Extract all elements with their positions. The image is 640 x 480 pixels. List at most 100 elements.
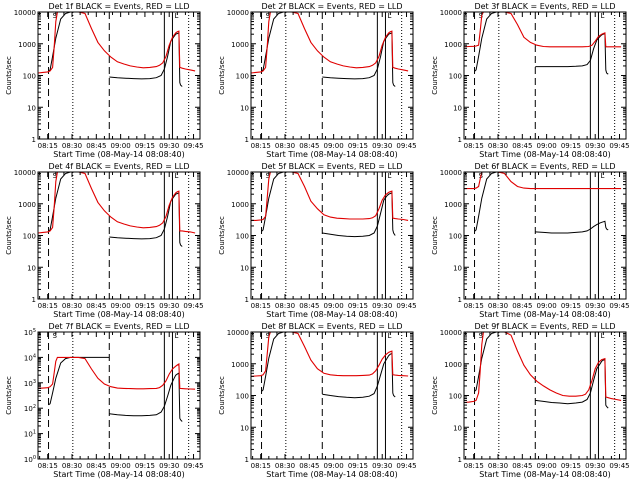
flag-s: S — [53, 172, 58, 180]
x-tick-label: 09:15 — [561, 302, 581, 310]
events-series-line-0 — [261, 172, 323, 232]
y-tick-label: 10000 — [14, 169, 36, 177]
y-tick-label: 10 — [27, 104, 36, 112]
events-series-line-1 — [535, 358, 609, 409]
flag-s: S — [53, 332, 58, 340]
y-tick-label: 10000 — [227, 329, 249, 337]
x-tick-label: 08:45 — [299, 142, 319, 150]
events-series-line-0 — [261, 12, 323, 72]
lld-series-line-2 — [464, 172, 622, 190]
flag-s: S — [266, 172, 271, 180]
x-tick-label: 09:00 — [111, 302, 131, 310]
y-axis-label: Counts/sec — [5, 216, 13, 255]
x-tick-label: 09:30 — [372, 302, 392, 310]
panel-title: Det 2f BLACK = Events, RED = LLD — [261, 2, 402, 11]
y-tick-label: 1 — [245, 136, 249, 144]
x-tick-label: 09:45 — [609, 142, 629, 150]
x-tick-label: 09:45 — [609, 462, 629, 470]
x-tick-label: 08:45 — [512, 462, 532, 470]
y-tick-label: 1 — [245, 296, 249, 304]
x-axis-label: Start Time (08-May-14 08:08:40) — [479, 150, 610, 159]
x-tick-label: 09:15 — [561, 462, 581, 470]
flag-s: S — [266, 12, 271, 20]
y-tick-label: 100 — [236, 393, 249, 401]
y-tick-label: 10000 — [14, 9, 36, 17]
flag-l: L — [174, 332, 178, 340]
y-axis-label: Counts/sec — [218, 56, 226, 95]
x-tick-label: 09:00 — [537, 302, 557, 310]
x-tick-label: 08:30 — [62, 462, 82, 470]
x-axis-label: Start Time (08-May-14 08:08:40) — [53, 470, 184, 479]
events-series-line-0 — [474, 12, 536, 72]
flag-l: L — [387, 12, 391, 20]
events-series-line-0 — [48, 356, 110, 406]
x-axis-label: Start Time (08-May-14 08:08:40) — [266, 470, 397, 479]
lld-series-line-2 — [251, 12, 409, 74]
x-tick-label: 08:15 — [251, 302, 271, 310]
x-tick-label: 08:30 — [62, 302, 82, 310]
y-tick-label: 100 — [449, 73, 462, 81]
y-tick-label: 1 — [32, 136, 36, 144]
x-tick-label: 08:15 — [251, 462, 271, 470]
y-tick-label: 101 — [24, 430, 36, 439]
flag-l: L — [174, 12, 178, 20]
y-tick-label: 100 — [449, 233, 462, 241]
events-series-line-1 — [322, 192, 396, 238]
lld-series-line-2 — [38, 356, 196, 390]
panel-title: Det 3f BLACK = Events, RED = LLD — [474, 2, 615, 11]
flag-l: L — [600, 12, 604, 20]
x-tick-label: 09:45 — [183, 142, 203, 150]
x-tick-label: 09:15 — [348, 142, 368, 150]
x-tick-label: 08:15 — [38, 462, 58, 470]
lld-series-line-2 — [464, 332, 622, 404]
y-tick-label: 1 — [458, 296, 462, 304]
events-series-line-0 — [474, 172, 536, 232]
y-tick-label: 1000 — [231, 201, 249, 209]
y-tick-label: 1000 — [444, 41, 462, 49]
panel-title: Det 1f BLACK = Events, RED = LLD — [48, 2, 189, 11]
x-tick-label: 08:15 — [38, 142, 58, 150]
y-tick-label: 100 — [24, 455, 36, 464]
flag-l: L — [387, 172, 391, 180]
x-tick-label: 08:45 — [86, 462, 106, 470]
x-tick-label: 08:30 — [488, 462, 508, 470]
x-tick-label: 08:30 — [275, 462, 295, 470]
x-tick-label: 09:45 — [183, 462, 203, 470]
x-tick-label: 08:30 — [62, 142, 82, 150]
x-tick-label: 08:15 — [251, 142, 271, 150]
y-axis-label: Counts/sec — [5, 56, 13, 95]
y-tick-label: 1000 — [18, 201, 36, 209]
x-tick-label: 09:00 — [111, 142, 131, 150]
y-tick-label: 1000 — [444, 361, 462, 369]
y-tick-label: 100 — [23, 233, 36, 241]
x-tick-label: 09:30 — [372, 142, 392, 150]
x-tick-label: 09:30 — [585, 142, 605, 150]
panel-title: Det 9f BLACK = Events, RED = LLD — [474, 322, 615, 331]
x-axis-label: Start Time (08-May-14 08:08:40) — [479, 470, 610, 479]
events-series-line-1 — [535, 32, 609, 75]
y-tick-label: 1 — [245, 456, 249, 464]
y-axis-label: Counts/sec — [5, 376, 13, 415]
y-tick-label: 10000 — [440, 9, 462, 17]
lld-series-line-2 — [251, 332, 409, 377]
y-axis-label: Counts/sec — [431, 56, 439, 95]
flag-s: S — [479, 12, 484, 20]
x-tick-label: 08:30 — [275, 302, 295, 310]
y-tick-label: 1000 — [231, 361, 249, 369]
x-axis-label: Start Time (08-May-14 08:08:40) — [266, 150, 397, 159]
lld-series-line-2 — [464, 12, 622, 48]
x-tick-label: 09:00 — [324, 462, 344, 470]
y-tick-label: 10 — [453, 424, 462, 432]
y-tick-label: 10000 — [440, 329, 462, 337]
x-tick-label: 09:15 — [348, 462, 368, 470]
y-tick-label: 103 — [24, 379, 36, 388]
y-tick-label: 10 — [453, 264, 462, 272]
plot-frame — [250, 171, 414, 300]
flag-l: L — [600, 172, 604, 180]
y-tick-label: 100 — [449, 393, 462, 401]
